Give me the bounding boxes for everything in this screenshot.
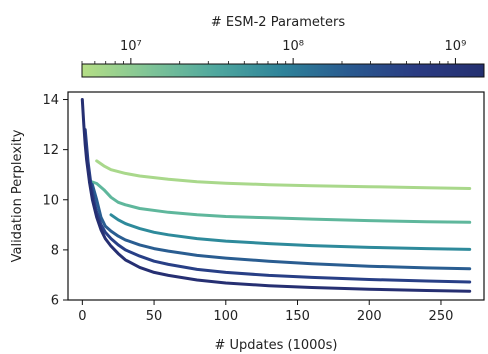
y-axis-ticks: 6 8 10 12 14 — [42, 93, 68, 309]
x-tick-label: 50 — [146, 309, 163, 324]
y-tick-label: 12 — [42, 143, 59, 158]
series-line-5 — [83, 128, 472, 284]
series-line-1 — [95, 159, 472, 190]
series-line-6 — [80, 98, 472, 293]
x-axis-label: # Updates (1000s) — [214, 338, 337, 353]
x-tick-label: 150 — [285, 309, 310, 324]
series-line-3 — [109, 213, 472, 251]
y-tick-label: 6 — [51, 294, 59, 309]
colorbar-bar — [81, 63, 485, 78]
colorbar: # ESM-2 Parameters 10⁷ 10⁸ 10⁹ — [81, 15, 485, 78]
colorbar-label: # ESM-2 Parameters — [211, 15, 345, 30]
y-axis-label: Validation Perplexity — [10, 129, 25, 262]
plot-frame — [67, 91, 485, 301]
y-tick-label: 14 — [42, 93, 59, 108]
plot-area: 6 8 10 12 14 0 50 100 150 200 250 # Updates (1000… — [10, 91, 485, 353]
x-tick-label: 100 — [213, 309, 238, 324]
colorbar-ticks: 10⁷ 10⁸ 10⁹ — [81, 39, 467, 64]
x-tick-label: 250 — [429, 309, 454, 324]
x-tick-label: 200 — [357, 309, 382, 324]
series-line-4 — [88, 180, 472, 271]
series-line-2 — [88, 179, 472, 224]
colorbar-tick-label: 10⁷ — [120, 39, 142, 54]
x-tick-label: 0 — [78, 309, 86, 324]
x-axis-ticks: 0 50 100 150 200 250 — [78, 300, 453, 324]
y-tick-label: 8 — [51, 243, 59, 258]
colorbar-tick-label: 10⁸ — [282, 39, 304, 54]
y-tick-label: 10 — [42, 193, 59, 208]
series-group — [80, 98, 472, 293]
colorbar-tick-label: 10⁹ — [445, 39, 467, 54]
